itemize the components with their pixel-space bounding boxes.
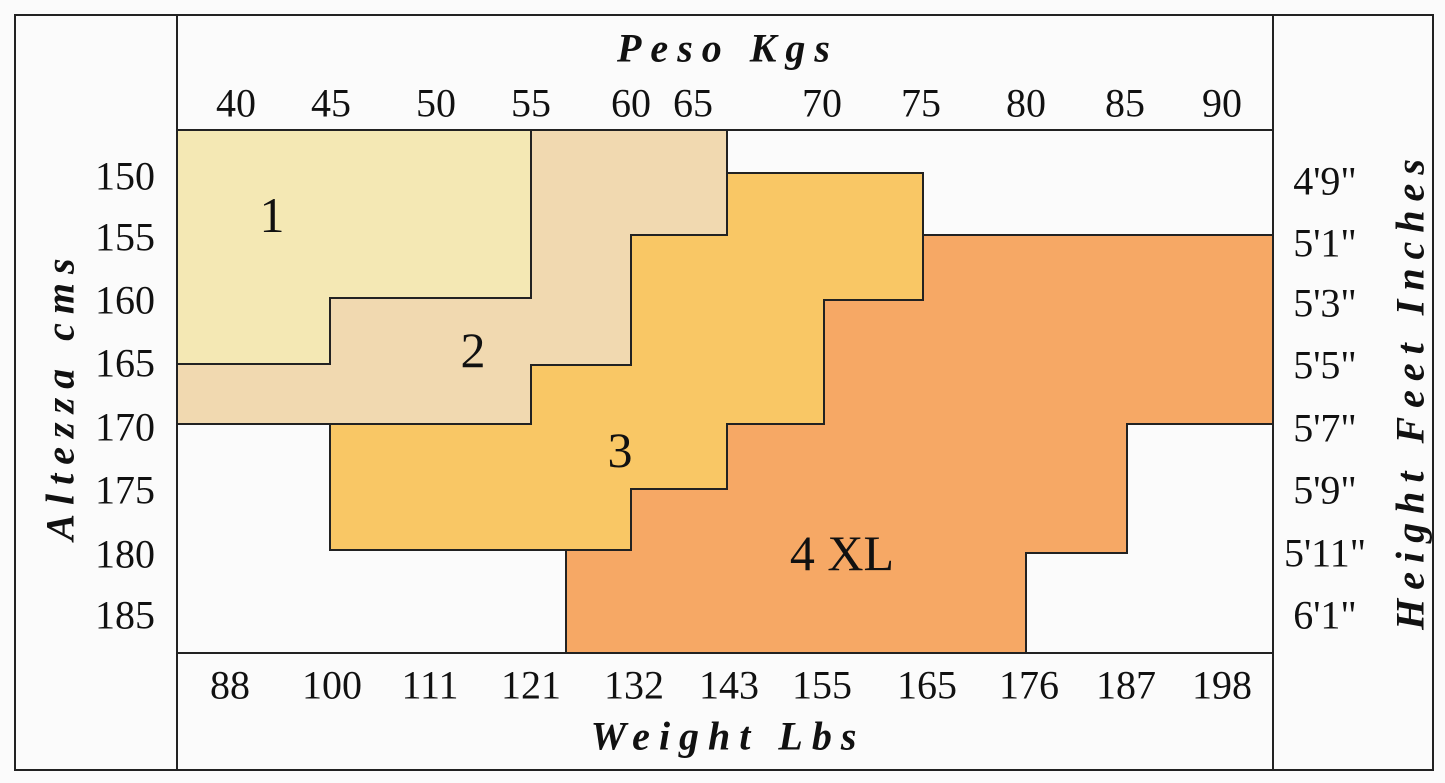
right-axis-tick: 5'11": [1283, 530, 1367, 576]
top-axis-tick: 75: [901, 80, 941, 126]
bottom-axis-tick: 111: [401, 662, 459, 708]
size-zone-label: 2: [460, 322, 486, 378]
right-axis-tick: 4'9": [1293, 158, 1357, 204]
right-axis-tick: 6'1": [1293, 592, 1357, 638]
left-axis-tick: 170: [95, 404, 155, 450]
left-axis-tick: 185: [95, 592, 155, 638]
bottom-axis-tick: 165: [897, 662, 957, 708]
left-axis-tick: 155: [95, 214, 155, 260]
left-axis-title: Altezza cms: [37, 249, 83, 541]
size-zone-4: [565, 234, 1274, 654]
top-axis-tick: 40: [216, 80, 256, 126]
top-axis-tick: 65: [673, 80, 713, 126]
bottom-axis-tick: 155: [792, 662, 852, 708]
top-axis-tick: 85: [1105, 80, 1145, 126]
top-axis-tick: 80: [1006, 80, 1046, 126]
top-axis-tick: 55: [511, 80, 551, 126]
top-axis-tick: 45: [311, 80, 351, 126]
left-axis-tick: 175: [95, 467, 155, 513]
right-axis-tick: 5'1": [1293, 220, 1357, 266]
bottom-axis-tick: 88: [210, 662, 250, 708]
bottom-axis-tick: 198: [1192, 662, 1252, 708]
bottom-axis-tick: 143: [699, 662, 759, 708]
right-axis-tick: 5'7": [1293, 405, 1357, 451]
top-axis-tick: 50: [416, 80, 456, 126]
size-zone-label: 4 XL: [789, 525, 895, 581]
bottom-axis-title: Weight Lbs: [590, 713, 866, 759]
left-axis-tick: 160: [95, 277, 155, 323]
right-axis-tick: 5'3": [1293, 280, 1357, 326]
left-axis-tick: 165: [95, 340, 155, 386]
top-axis-tick: 90: [1202, 80, 1242, 126]
right-axis-title: Height Feet Inches: [1387, 150, 1433, 630]
outer-frame: [14, 14, 1434, 771]
right-axis-tick: 5'5": [1293, 342, 1357, 388]
top-axis-tick: 70: [802, 80, 842, 126]
bottom-axis-tick: 176: [999, 662, 1059, 708]
bottom-axis-tick: 187: [1096, 662, 1156, 708]
bottom-axis-tick: 100: [302, 662, 362, 708]
right-axis-tick: 5'9": [1293, 467, 1357, 513]
bottom-axis-tick: 132: [604, 662, 664, 708]
left-axis-tick: 180: [95, 531, 155, 577]
left-axis-tick: 150: [95, 153, 155, 199]
top-axis-tick: 60: [611, 80, 651, 126]
size-zone-label: 1: [259, 187, 285, 243]
top-axis-title: Peso Kgs: [617, 25, 839, 71]
size-zone-label: 3: [607, 422, 633, 478]
bottom-axis-tick: 121: [501, 662, 561, 708]
